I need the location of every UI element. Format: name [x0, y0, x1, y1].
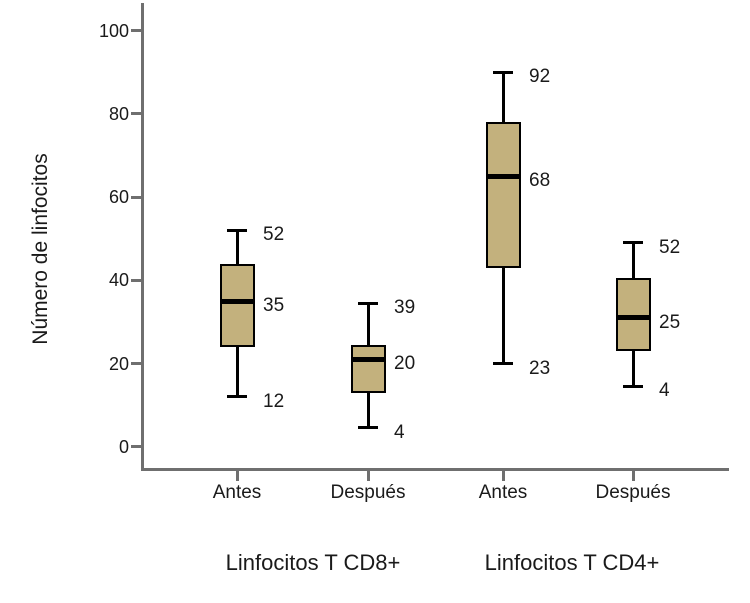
box-iqr	[485, 122, 521, 268]
y-tick-label: 80	[108, 103, 129, 124]
whisker-cap-top	[227, 228, 247, 232]
x-tick	[235, 471, 239, 481]
x-tick-label-cd4-despues: Después	[595, 482, 671, 503]
whisker-cap-top	[358, 301, 378, 305]
y-tick-label: 0	[118, 436, 129, 457]
value-label-low: 12	[263, 390, 285, 412]
y-axis-title: Número de linfocitos	[29, 153, 52, 345]
value-label-high: 92	[529, 66, 551, 88]
y-tick	[131, 278, 142, 282]
value-label-median: 25	[659, 311, 681, 333]
value-label-median: 68	[529, 170, 551, 192]
whisker-cap-bottom	[227, 395, 247, 399]
y-axis-line	[141, 3, 144, 471]
median-line	[219, 298, 255, 304]
y-tick-label: 40	[108, 270, 129, 291]
y-tick-label: 100	[98, 20, 129, 41]
value-label-low: 4	[394, 421, 405, 443]
whisker-upper	[631, 242, 635, 279]
y-tick	[131, 112, 142, 116]
median-line	[350, 356, 386, 362]
median-line	[485, 173, 521, 179]
median-line	[615, 315, 651, 321]
value-label-low: 23	[529, 357, 551, 379]
whisker-upper	[501, 72, 505, 123]
x-tick	[501, 471, 505, 481]
y-tick-label: 60	[108, 187, 129, 208]
whisker-cap-top	[493, 70, 513, 74]
x-axis-line	[141, 468, 729, 471]
value-label-high: 52	[263, 224, 285, 246]
y-tick	[131, 362, 142, 365]
whisker-cap-bottom	[358, 426, 378, 430]
box-iqr	[219, 263, 255, 347]
x-tick-label-cd4-antes: Antes	[478, 482, 528, 503]
box-iqr	[350, 344, 386, 393]
group-label-cd8: Linfocitos T CD8+	[225, 550, 401, 575]
x-tick	[366, 471, 370, 481]
value-label-high: 52	[659, 236, 681, 258]
whisker-lower	[366, 392, 370, 428]
value-label-low: 4	[659, 380, 670, 402]
whisker-cap-top	[623, 241, 643, 245]
group-label-cd4: Linfocitos T CD4+	[484, 550, 660, 575]
value-label-median: 35	[263, 295, 285, 317]
whisker-upper	[235, 230, 239, 264]
whisker-lower	[631, 351, 635, 387]
x-tick-label-cd8-antes: Antes	[212, 482, 262, 503]
y-tick-label: 20	[108, 353, 129, 374]
whisker-cap-bottom	[623, 384, 643, 388]
value-label-high: 39	[394, 297, 416, 319]
y-tick	[131, 195, 142, 199]
whisker-lower	[501, 267, 505, 364]
y-tick	[131, 29, 142, 33]
whisker-cap-bottom	[493, 362, 513, 365]
x-tick-label-cd8-despues: Después	[330, 482, 406, 503]
x-tick	[631, 471, 635, 481]
box-iqr	[615, 278, 651, 352]
value-label-median: 20	[394, 353, 416, 375]
whisker-lower	[235, 346, 239, 397]
whisker-upper	[366, 303, 370, 345]
y-tick	[131, 445, 142, 449]
